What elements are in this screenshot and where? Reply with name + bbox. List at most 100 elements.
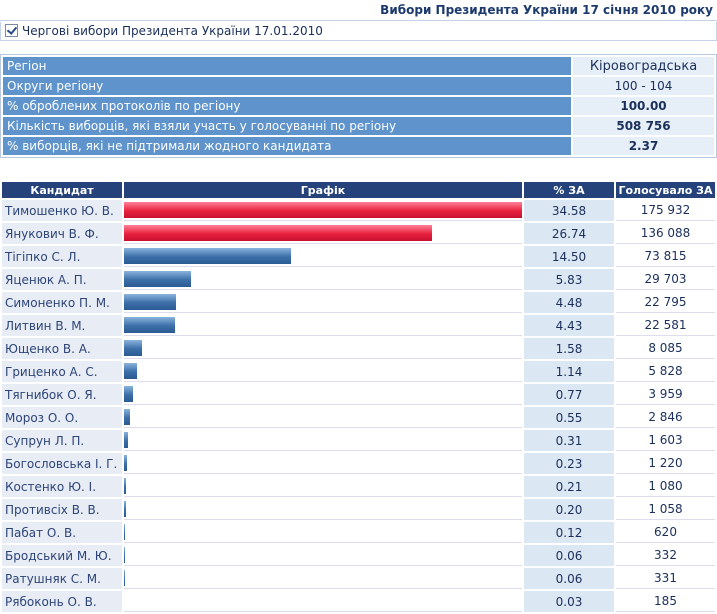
bar xyxy=(124,570,125,586)
bar xyxy=(124,340,142,356)
votes: 332 xyxy=(616,545,715,566)
column-header: % ЗА xyxy=(524,182,614,198)
votes: 331 xyxy=(616,568,715,589)
chart-cell xyxy=(124,269,522,290)
bar xyxy=(124,294,176,310)
votes: 22 795 xyxy=(616,292,715,313)
bar xyxy=(124,524,125,540)
column-header: Графік xyxy=(124,182,522,198)
candidate-name: Янукович В. Ф. xyxy=(2,223,122,244)
summary-value: Кіровоградська xyxy=(573,57,714,75)
votes: 29 703 xyxy=(616,269,715,290)
votes: 73 815 xyxy=(616,246,715,267)
votes: 1 080 xyxy=(616,476,715,497)
percent: 0.06 xyxy=(524,545,614,566)
votes: 1 603 xyxy=(616,430,715,451)
votes: 175 932 xyxy=(616,200,715,221)
votes: 1 220 xyxy=(616,453,715,474)
candidate-name: Пабат О. В. xyxy=(2,522,122,543)
summary-row: % виборців, які не підтримали жодного ка… xyxy=(3,137,714,155)
page: Вибори Президента України 17 січня 2010 … xyxy=(0,0,717,599)
candidate-name: Богословська І. Г. xyxy=(2,453,122,474)
election-label: Чергові вибори Президента України 17.01.… xyxy=(22,24,323,38)
votes: 2 846 xyxy=(616,407,715,428)
candidate-name: Тігіпко С. Л. xyxy=(2,246,122,267)
summary-value: 100.00 xyxy=(573,97,714,115)
bar xyxy=(124,409,130,425)
chart-cell xyxy=(124,591,522,612)
bar xyxy=(124,317,175,333)
bar xyxy=(124,248,291,264)
chart-cell xyxy=(124,430,522,451)
chart-cell xyxy=(124,476,522,497)
percent: 14.50 xyxy=(524,246,614,267)
chart-cell xyxy=(124,338,522,359)
summary-label: % виборців, які не підтримали жодного ка… xyxy=(3,137,571,155)
candidate-name: Ратушняк С. М. xyxy=(2,568,122,589)
candidate-name: Супрун Л. П. xyxy=(2,430,122,451)
bar xyxy=(124,363,137,379)
percent: 0.21 xyxy=(524,476,614,497)
chart-cell xyxy=(124,384,522,405)
chart-cell xyxy=(124,545,522,566)
summary-label: Регіон xyxy=(3,57,571,75)
percent: 4.48 xyxy=(524,292,614,313)
summary-value: 2.37 xyxy=(573,137,714,155)
percent: 26.74 xyxy=(524,223,614,244)
checkbox[interactable] xyxy=(5,24,18,37)
candidate-name: Гриценко А. С. xyxy=(2,361,122,382)
votes: 620 xyxy=(616,522,715,543)
votes: 5 828 xyxy=(616,361,715,382)
bar xyxy=(124,225,432,241)
chart-cell xyxy=(124,292,522,313)
candidate-name: Мороз О. О. xyxy=(2,407,122,428)
percent: 0.55 xyxy=(524,407,614,428)
chart-cell xyxy=(124,568,522,589)
percent: 0.20 xyxy=(524,499,614,520)
bar xyxy=(124,547,125,563)
percent: 4.43 xyxy=(524,315,614,336)
chart-cell xyxy=(124,407,522,428)
percent: 0.03 xyxy=(524,591,614,612)
votes: 136 088 xyxy=(616,223,715,244)
candidate-name: Рябоконь О. В. xyxy=(2,591,122,612)
summary-label: Округи регіону xyxy=(3,77,571,95)
chart-cell xyxy=(124,453,522,474)
candidate-name: Противсіх В. В. xyxy=(2,499,122,520)
chart-cell xyxy=(124,315,522,336)
bar xyxy=(124,202,522,218)
bar xyxy=(124,386,133,402)
candidate-name: Костенко Ю. І. xyxy=(2,476,122,497)
summary-value: 508 756 xyxy=(573,117,714,135)
bar xyxy=(124,455,127,471)
chart-cell xyxy=(124,246,522,267)
candidate-name: Ющенко В. А. xyxy=(2,338,122,359)
candidate-name: Тимошенко Ю. В. xyxy=(2,200,122,221)
candidate-name: Симоненко П. М. xyxy=(2,292,122,313)
chart-cell xyxy=(124,499,522,520)
percent: 0.77 xyxy=(524,384,614,405)
votes: 22 581 xyxy=(616,315,715,336)
bar xyxy=(124,271,191,287)
column-header: Голосувало ЗА xyxy=(616,182,715,198)
percent: 34.58 xyxy=(524,200,614,221)
percent: 0.06 xyxy=(524,568,614,589)
chart-cell xyxy=(124,200,522,221)
